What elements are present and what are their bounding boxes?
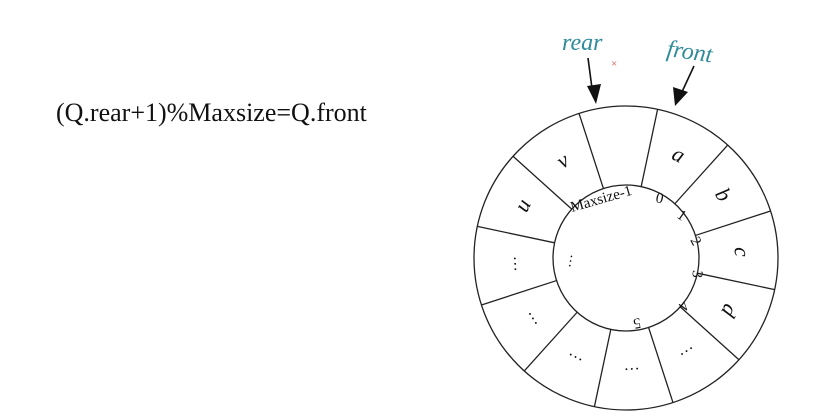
front-arrow-head (673, 87, 688, 106)
cell-label: … (624, 364, 641, 382)
cell-dividers (477, 109, 775, 407)
cell-label: d (716, 300, 744, 322)
outer-ring-border (473, 105, 779, 411)
front-pointer: front (665, 36, 715, 106)
cell-divider (481, 279, 557, 306)
rear-pointer: rear (562, 30, 603, 104)
cell-label: … (502, 256, 520, 273)
cell-divider (679, 306, 740, 361)
cell-label: … (677, 343, 700, 366)
front-arrow-shaft (680, 65, 695, 95)
cell-divider (477, 225, 555, 244)
cell-label: c (730, 246, 755, 257)
index-label-5: 5 (632, 314, 642, 331)
index-label-2: 2 (686, 234, 704, 248)
index-labels: Maxsize-1 0 1 2 3 4 5 … (559, 183, 705, 331)
cell-divider (674, 144, 729, 205)
queue-full-formula: (Q.rear+1)%Maxsize=Q.front (56, 98, 367, 127)
cell-divider (697, 272, 775, 291)
cell-divider (578, 113, 605, 189)
cell-label: a (668, 141, 689, 168)
rear-arrow-head (587, 84, 601, 104)
cell-divider (647, 327, 674, 403)
cell-labels: ab c d … … … … … u v (502, 141, 755, 382)
cross-mark-icon: × (611, 58, 617, 70)
cell-divider (640, 109, 659, 187)
cell-divider (512, 155, 573, 210)
cell-label: … (563, 349, 585, 371)
cell-label: v (552, 147, 574, 173)
index-label-maxsize-1: Maxsize-1 (569, 183, 634, 216)
rear-label: rear (562, 30, 603, 56)
cell-label: b (710, 183, 737, 206)
front-label: front (665, 36, 715, 68)
cell-divider (695, 210, 771, 237)
inner-ring-border (552, 184, 700, 332)
index-label-3: 3 (688, 270, 705, 279)
cell-label: … (518, 309, 541, 332)
index-label-1: 1 (674, 207, 689, 224)
index-label-ellipsis: … (559, 252, 576, 268)
cell-label: u (509, 195, 536, 216)
cell-divider (593, 329, 612, 407)
index-label-0: 0 (654, 190, 665, 207)
cell-divider (523, 311, 578, 372)
queue-ring (473, 105, 779, 411)
